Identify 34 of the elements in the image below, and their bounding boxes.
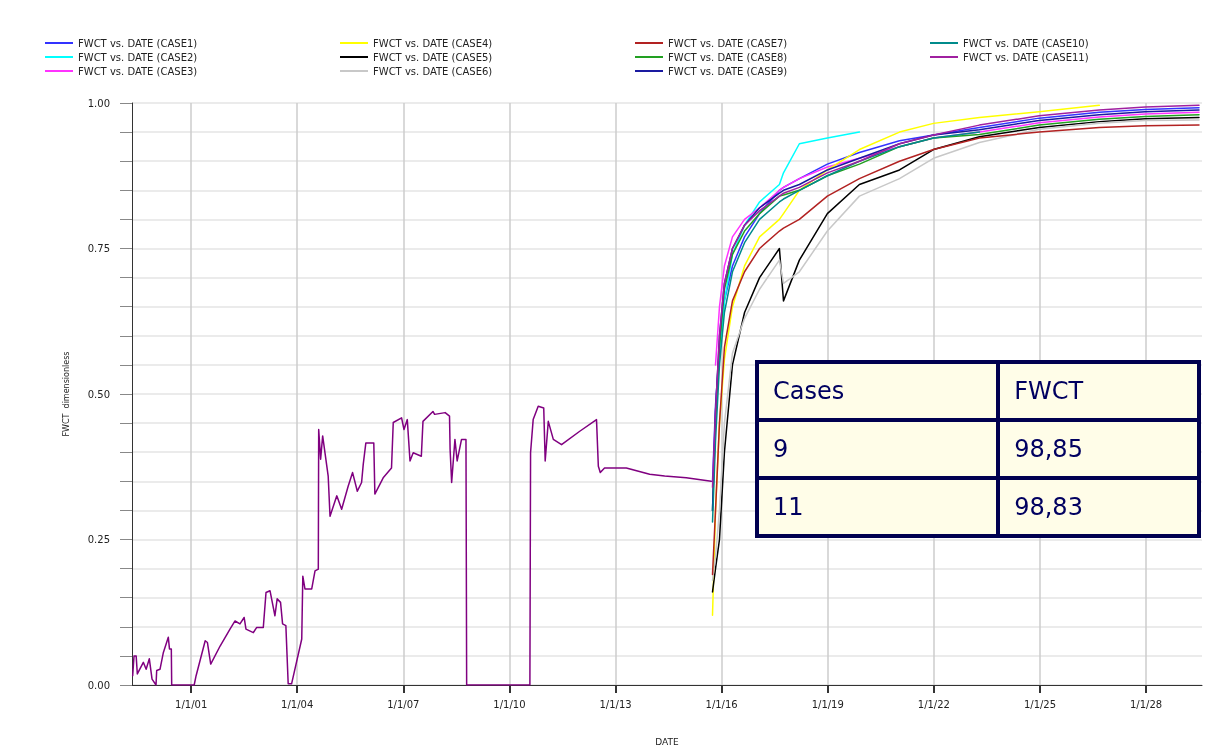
legend-label: FWCT vs. DATE (CASE6) (373, 65, 493, 77)
x-tick-label: 1/1/07 (387, 698, 420, 710)
x-tick-label: 1/1/10 (493, 698, 526, 710)
x-tick-label: 1/1/01 (175, 698, 208, 710)
legend-label: FWCT vs. DATE (CASE2) (78, 51, 198, 63)
legend-label: FWCT vs. DATE (CASE5) (373, 51, 493, 63)
annotation: 11 (757, 478, 999, 536)
annotation: 98,85 (998, 420, 1199, 478)
x-axis-title: DATE (655, 736, 680, 747)
annotation: 9 (757, 420, 999, 478)
x-tick-label: 1/1/04 (281, 698, 314, 710)
x-tick-label: 1/1/16 (705, 698, 738, 710)
y-axis-title: FWCT dimensionless (61, 351, 71, 437)
x-tick-label: 1/1/25 (1023, 698, 1057, 710)
legend-label: FWCT vs. DATE (CASE11) (963, 51, 1089, 63)
legend-label: FWCT vs. DATE (CASE9) (668, 65, 788, 77)
x-tick-label: 1/1/28 (1129, 698, 1163, 710)
y-tick-label: 0.50 (87, 388, 110, 400)
annotation: Cases (757, 362, 999, 420)
x-tick-label: 1/1/19 (811, 698, 844, 710)
annotation: FWCT (998, 362, 1199, 420)
x-tick-label: 1/1/22 (917, 698, 950, 710)
legend-label: FWCT vs. DATE (CASE4) (373, 37, 493, 49)
legend-label: FWCT vs. DATE (CASE3) (78, 65, 198, 77)
legend-label: FWCT vs. DATE (CASE8) (668, 51, 788, 63)
legend-label: FWCT vs. DATE (CASE1) (78, 37, 198, 49)
annotation: 98,83 (998, 478, 1199, 536)
y-tick-label: 1.00 (87, 97, 110, 109)
legend-label: FWCT vs. DATE (CASE7) (668, 37, 788, 49)
y-tick-label: 0.00 (87, 679, 110, 691)
legend-label: FWCT vs. DATE (CASE10) (963, 37, 1089, 49)
x-tick-label: 1/1/13 (599, 698, 632, 710)
y-tick-label: 0.25 (87, 534, 110, 545)
y-tick-label: 0.75 (87, 243, 110, 254)
